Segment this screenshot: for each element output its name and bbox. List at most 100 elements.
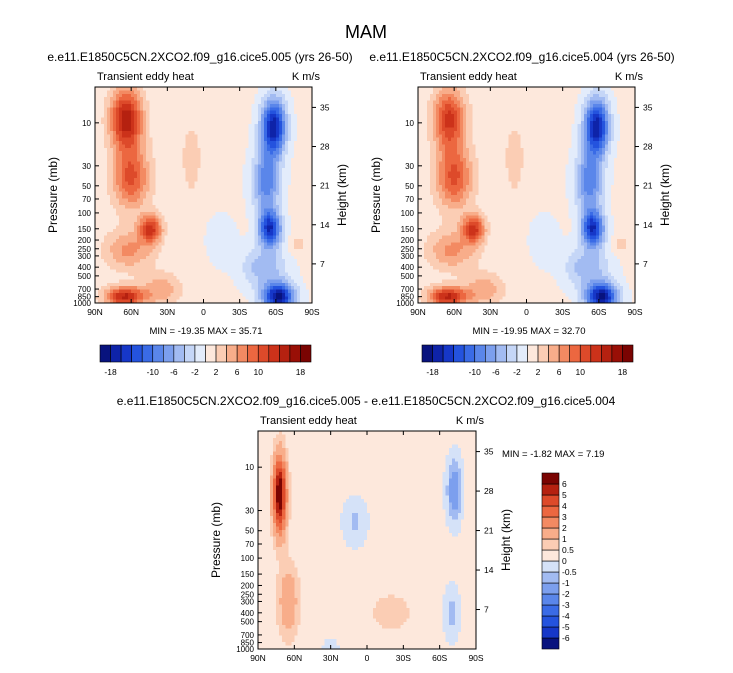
heatmap-cell	[260, 134, 265, 139]
heatmap-cell	[164, 144, 168, 149]
heatmap-cell	[152, 171, 156, 176]
heatmap-cell	[236, 117, 241, 122]
heatmap-cell	[254, 164, 259, 169]
heatmap-cell	[251, 171, 256, 176]
heatmap-cell	[218, 124, 223, 129]
heatmap-cell	[224, 198, 229, 203]
heatmap-cell	[170, 181, 174, 186]
heatmap-cell	[281, 215, 286, 220]
heatmap-cell	[233, 198, 238, 203]
heatmap-cell	[227, 222, 232, 226]
heatmap-cell	[206, 127, 211, 132]
heatmap-cell	[143, 141, 147, 145]
heatmap-cell	[293, 147, 298, 152]
heatmap-cell	[185, 198, 190, 203]
heatmap-cell	[203, 110, 208, 115]
heatmap-cell	[134, 161, 138, 166]
heatmap-cell	[293, 211, 298, 216]
heatmap-cell	[113, 195, 117, 199]
heatmap-cell	[242, 168, 247, 172]
heatmap-cell	[107, 124, 111, 129]
heatmap-cell	[305, 181, 310, 186]
heatmap-cell	[128, 195, 132, 199]
heatmap-cell	[251, 120, 256, 125]
heatmap-cell	[131, 215, 135, 220]
heatmap-cell	[164, 164, 168, 169]
heatmap-cell	[134, 87, 138, 91]
heatmap-cell	[245, 141, 250, 145]
heatmap-cell	[191, 168, 196, 172]
heatmap-cell	[227, 178, 232, 183]
heatmap-cell	[146, 141, 150, 145]
heatmap-cell	[197, 90, 202, 95]
heatmap-cell	[179, 171, 183, 176]
heatmap-cell	[275, 90, 280, 95]
heatmap-cell	[140, 222, 144, 226]
heatmap-cell	[173, 188, 177, 193]
heatmap-cell	[173, 215, 177, 220]
heatmap-cell	[131, 184, 135, 189]
heatmap-cell	[188, 154, 193, 159]
heatmap-cell	[170, 215, 174, 220]
heatmap-cell	[218, 90, 223, 95]
heatmap-cell	[128, 211, 132, 216]
heatmap-cell	[218, 208, 223, 213]
heatmap-cell	[305, 103, 310, 108]
heatmap-cell	[158, 191, 162, 196]
heatmap-cell	[137, 100, 141, 105]
heatmap-cell	[227, 114, 232, 118]
heatmap-cell	[167, 100, 171, 105]
heatmap-cell	[242, 124, 247, 129]
heatmap-cell	[164, 110, 168, 115]
heatmap-cell	[287, 161, 292, 166]
heatmap-cell	[269, 144, 274, 149]
heatmap-cell	[185, 137, 190, 142]
heatmap-cell	[128, 171, 132, 176]
heatmap-cell	[224, 174, 229, 179]
heatmap-cell	[209, 87, 214, 91]
heatmap-cell	[275, 100, 280, 105]
heatmap-cell	[164, 107, 168, 112]
heatmap-cell	[164, 201, 168, 206]
heatmap-cell	[194, 225, 199, 230]
heatmap-cell	[254, 151, 259, 156]
heatmap-cell	[134, 168, 138, 172]
heatmap-cell	[212, 147, 217, 152]
heatmap-cell	[254, 198, 259, 203]
heatmap-cell	[197, 191, 202, 196]
heatmap-cell	[146, 201, 150, 206]
heatmap-cell	[212, 184, 217, 189]
heatmap-cell	[107, 225, 111, 230]
heatmap-cell	[194, 154, 199, 159]
heatmap-cell	[95, 205, 99, 210]
heatmap-cell	[236, 191, 241, 196]
heatmap-cell	[272, 181, 277, 186]
heatmap-cell	[185, 110, 190, 115]
heatmap-cell	[158, 171, 162, 176]
heatmap-cell	[305, 161, 310, 166]
heatmap-cell	[125, 161, 129, 166]
heatmap-cell	[305, 157, 310, 162]
heatmap-cell	[293, 97, 298, 102]
heatmap-cell	[173, 181, 177, 186]
heatmap-cell	[308, 188, 313, 193]
heatmap-cell	[122, 205, 126, 210]
heatmap-cell	[116, 168, 120, 172]
heatmap-cell	[266, 157, 271, 162]
heatmap-cell	[293, 90, 298, 95]
heatmap-cell	[176, 222, 180, 226]
heatmap-cell	[176, 208, 180, 213]
heatmap-cell	[107, 188, 111, 193]
heatmap-cell	[158, 174, 162, 179]
heatmap-cell	[170, 124, 174, 129]
heatmap-cell	[275, 198, 280, 203]
heatmap-cell	[293, 171, 298, 176]
heatmap-cell	[176, 181, 180, 186]
heatmap-cell	[227, 195, 232, 199]
heatmap-cell	[251, 90, 256, 95]
heatmap-cell	[230, 157, 235, 162]
heatmap-cell	[266, 198, 271, 203]
heatmap-cell	[296, 218, 301, 223]
heatmap-cell	[176, 168, 180, 172]
heatmap-cell	[299, 205, 304, 210]
